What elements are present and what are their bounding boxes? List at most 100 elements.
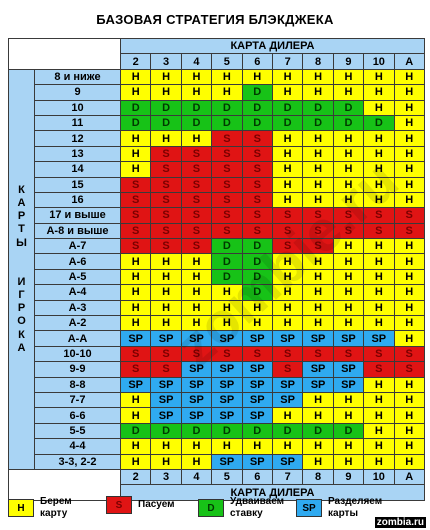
strategy-cell: H: [363, 299, 395, 317]
strategy-cell: H: [271, 176, 304, 193]
strategy-cell: S: [302, 207, 334, 224]
strategy-cell: H: [332, 453, 365, 470]
strategy-cell: H: [363, 284, 395, 301]
dealer-card: 6: [241, 468, 273, 486]
strategy-cell: S: [363, 207, 395, 224]
strategy-cell: S: [119, 345, 152, 363]
player-hand: A-A: [34, 330, 121, 347]
strategy-cell: H: [363, 453, 395, 470]
strategy-row: 12 H H H S S H H H H H: [9, 130, 425, 147]
strategy-cell: H: [241, 438, 273, 455]
dealer-card: 7: [271, 468, 304, 486]
strategy-cell: H: [302, 84, 334, 101]
strategy-cell: S: [180, 238, 213, 255]
strategy-cell: D: [180, 114, 213, 132]
strategy-cell: H: [180, 268, 213, 286]
strategy-cell: H: [302, 407, 334, 424]
strategy-cell: S: [150, 222, 182, 240]
strategy-cell: SP: [332, 361, 365, 378]
strategy-cell: H: [241, 315, 273, 332]
player-hand: 13: [34, 145, 121, 163]
strategy-cell: SP: [150, 376, 182, 393]
strategy-cell: H: [271, 130, 304, 147]
site-label: zombia.ru: [374, 517, 426, 528]
player-hand: A-8 и выше: [34, 222, 121, 240]
strategy-cell: H: [332, 438, 365, 455]
strategy-cell: S: [119, 238, 152, 255]
strategy-cell: S: [241, 345, 273, 363]
player-hand: A-6: [34, 253, 121, 270]
player-hand: A-5: [34, 268, 121, 286]
strategy-cell: D: [241, 114, 273, 132]
strategy-cell: H: [211, 438, 243, 455]
strategy-cell: H: [393, 438, 425, 455]
strategy-cell: H: [393, 191, 425, 209]
strategy-cell: H: [150, 68, 182, 86]
strategy-cell: D: [180, 99, 213, 116]
strategy-row: 10 D D D D D D D D H H: [9, 99, 425, 116]
strategy-cell: H: [393, 268, 425, 286]
strategy-cell: S: [119, 207, 152, 224]
strategy-cell: S: [271, 222, 304, 240]
strategy-cell: H: [271, 68, 304, 86]
dealer-card: 2: [119, 53, 152, 70]
strategy-row: A-7 S S S D D S S H H H: [9, 238, 425, 255]
strategy-cell: SP: [241, 376, 273, 393]
strategy-cell: H: [393, 422, 425, 440]
legend-line: ставку: [230, 508, 263, 519]
strategy-cell: H: [393, 299, 425, 317]
strategy-cell: S: [302, 345, 334, 363]
strategy-cell: S: [241, 161, 273, 178]
strategy-cell: H: [393, 84, 425, 101]
strategy-cell: H: [180, 68, 213, 86]
legend-item: S Пасуем: [106, 496, 175, 514]
strategy-cell: S: [211, 222, 243, 240]
strategy-cell: D: [211, 253, 243, 270]
strategy-cell: D: [211, 422, 243, 440]
page-title: БАЗОВАЯ СТРАТЕГИЯ БЛЭКДЖЕКА: [96, 12, 334, 27]
strategy-cell: SP: [302, 376, 334, 393]
strategy-cell: H: [271, 407, 304, 424]
strategy-cell: SP: [241, 330, 273, 347]
strategy-cell: S: [180, 191, 213, 209]
dealer-card: 3: [150, 53, 182, 70]
strategy-cell: H: [150, 130, 182, 147]
strategy-cell: S: [150, 361, 182, 378]
strategy-cell: SP: [241, 453, 273, 470]
strategy-cell: S: [180, 161, 213, 178]
strategy-cell: H: [393, 145, 425, 163]
strategy-cell: H: [302, 453, 334, 470]
strategy-cell: H: [393, 407, 425, 424]
dealer-card: 9: [332, 468, 365, 486]
legend-text: Разделяем карты: [328, 496, 382, 520]
player-hand: 6-6: [34, 407, 121, 424]
strategy-cell: H: [393, 99, 425, 116]
player-hand: 12: [34, 130, 121, 147]
player-hand: 15: [34, 176, 121, 193]
player-label-letter: Р: [17, 210, 26, 223]
strategy-cell: H: [119, 315, 152, 332]
strategy-cell: H: [180, 299, 213, 317]
dealer-card: 4: [180, 468, 213, 486]
strategy-cell: S: [211, 130, 243, 147]
strategy-cell: D: [211, 238, 243, 255]
strategy-cell: H: [302, 438, 334, 455]
strategy-cell: SP: [271, 330, 304, 347]
strategy-cell: H: [241, 299, 273, 317]
strategy-row: 7-7 H SP SP SP SP SP H H H H: [9, 391, 425, 409]
legend-item: D Удваиваем ставку: [198, 496, 284, 520]
dealer-card: 8: [302, 468, 334, 486]
strategy-cell: D: [241, 99, 273, 116]
strategy-cell: SP: [180, 361, 213, 378]
strategy-cell: H: [393, 376, 425, 393]
strategy-cell: SP: [241, 391, 273, 409]
strategy-cell: H: [363, 84, 395, 101]
legend-item: SP Разделяем карты: [296, 496, 382, 520]
strategy-cell: S: [363, 361, 395, 378]
strategy-cell: H: [363, 407, 395, 424]
strategy-cell: H: [332, 145, 365, 163]
legend-swatch: D: [198, 499, 224, 517]
strategy-cell: S: [150, 238, 182, 255]
corner-blank: [8, 38, 121, 70]
